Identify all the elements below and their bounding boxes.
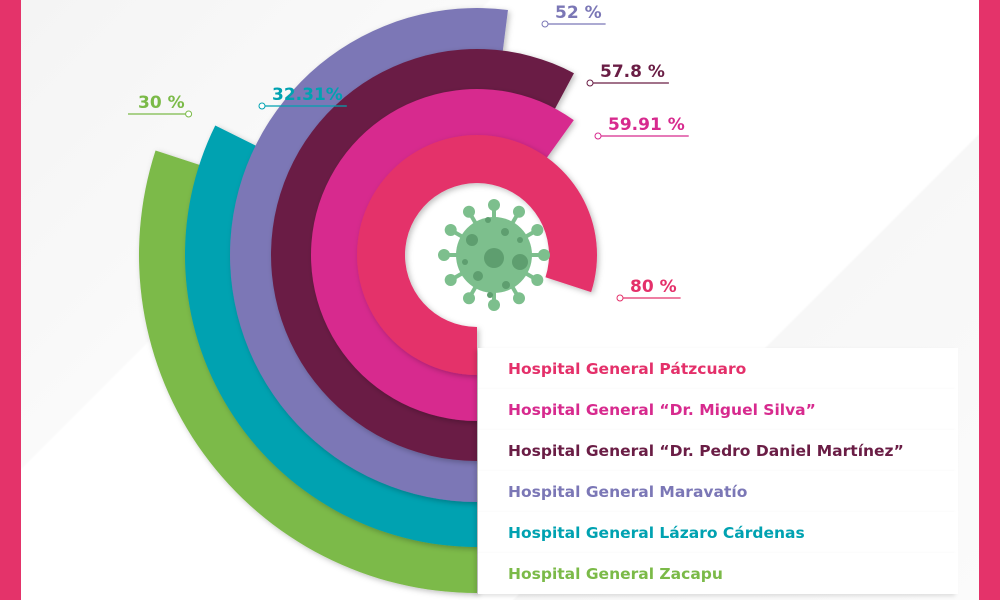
arc-bar-5 [139, 150, 477, 600]
legend-item: Hospital General “Dr. Pedro Daniel Martí… [478, 430, 958, 471]
value-label-1: 59.91 % [608, 115, 685, 135]
legend-label: Hospital General “Dr. Pedro Daniel Martí… [508, 441, 904, 460]
label-dot [258, 102, 266, 110]
legend-item: Hospital General Zacapu [478, 553, 958, 594]
arc-bar-4 [185, 125, 477, 600]
label-dot [616, 294, 624, 302]
value-label-5: 30 % [138, 93, 185, 113]
virus-spot [487, 292, 493, 298]
virus-spot [517, 237, 523, 243]
legend-label: Hospital General Lázaro Cárdenas [508, 523, 805, 542]
legend-label: Hospital General “Dr. Miguel Silva” [508, 400, 816, 419]
frame-right [979, 0, 1000, 600]
legend-item: Hospital General Lázaro Cárdenas [478, 512, 958, 553]
virus-spot [484, 248, 504, 268]
legend-label: Hospital General Zacapu [508, 564, 723, 583]
virus-spot [473, 271, 483, 281]
virus-spot [462, 259, 468, 265]
value-label-3: 52 % [555, 3, 602, 23]
label-dot [594, 132, 602, 140]
label-dot [185, 110, 193, 118]
legend: Hospital General Pátzcuaro Hospital Gener… [478, 348, 958, 594]
virus-spot [512, 254, 528, 270]
legend-label: Hospital General Pátzcuaro [508, 359, 747, 378]
arc-bar-1 [310, 88, 574, 501]
value-label-4: 32.31% [272, 85, 343, 105]
arc-bar-2 [271, 49, 574, 541]
value-label-2: 57.8 % [600, 62, 665, 82]
virus-spot [501, 228, 509, 236]
virus-spot [466, 234, 478, 246]
value-label-0: 80 % [630, 277, 677, 297]
frame-left [0, 0, 21, 600]
legend-item: Hospital General Maravatío [478, 471, 958, 512]
legend-label: Hospital General Maravatío [508, 482, 748, 501]
virus-spot [502, 281, 510, 289]
legend-item: Hospital General Pátzcuaro [478, 348, 958, 389]
virus-spot [485, 217, 491, 223]
legend-item: Hospital General “Dr. Miguel Silva” [478, 389, 958, 430]
label-dot [586, 79, 594, 87]
arc-bar-0 [357, 135, 597, 455]
label-dot [541, 20, 549, 28]
